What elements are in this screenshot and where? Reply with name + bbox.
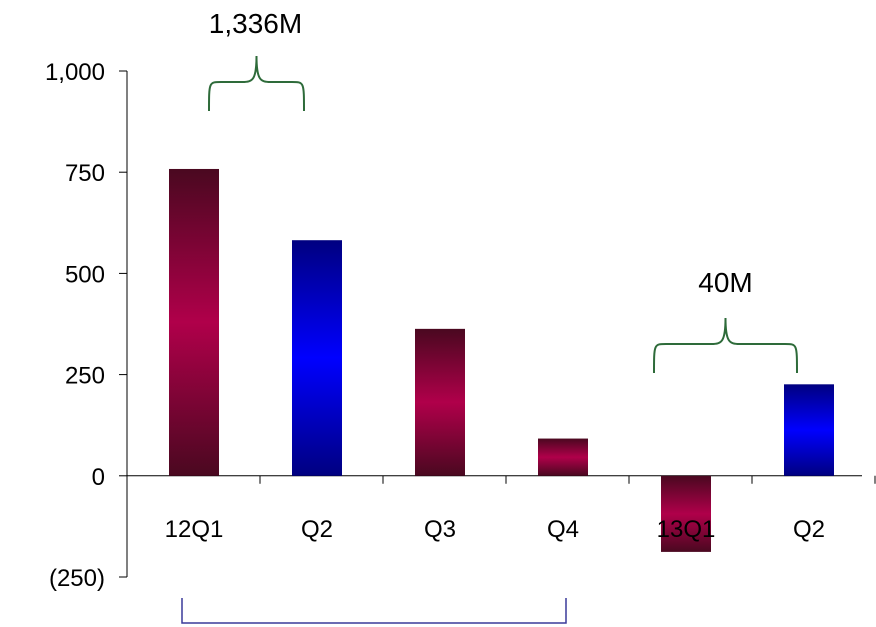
annotation-label: 1,336M xyxy=(209,8,302,39)
category-label: Q3 xyxy=(424,516,456,543)
y-tick-label: 1,000 xyxy=(45,59,105,86)
brace-13q1-q2 xyxy=(653,317,798,374)
category-label: Q2 xyxy=(301,516,333,543)
y-tick-label: 0 xyxy=(92,464,105,491)
y-tick-label: 750 xyxy=(65,160,105,187)
bar-6 xyxy=(784,384,834,476)
bars xyxy=(169,168,834,552)
y-tick-label: 250 xyxy=(65,363,105,390)
annotation-label: 40M xyxy=(698,267,752,298)
category-label: 13Q1 xyxy=(657,516,716,543)
bar-2 xyxy=(292,240,342,476)
category-label: Q2 xyxy=(793,516,825,543)
y-axis: (250) 0 250 500 750 1,000 xyxy=(45,59,128,592)
y-tick-label: (250) xyxy=(49,565,105,592)
annotations: 1,336M 40M xyxy=(181,8,798,624)
bar-3 xyxy=(415,328,465,476)
bar-4 xyxy=(538,438,588,476)
x-axis xyxy=(127,475,876,484)
category-labels: 12Q1 Q2 Q3 Q4 13Q1 Q2 xyxy=(165,516,825,543)
brace-12q1-q2 xyxy=(208,55,305,112)
category-label: Q4 xyxy=(547,516,579,543)
bar-1 xyxy=(169,168,219,476)
bar-5 xyxy=(661,475,711,552)
bracket-12q1-q4 xyxy=(181,598,567,624)
y-tick-label: 500 xyxy=(65,261,105,288)
category-label: 12Q1 xyxy=(165,516,224,543)
